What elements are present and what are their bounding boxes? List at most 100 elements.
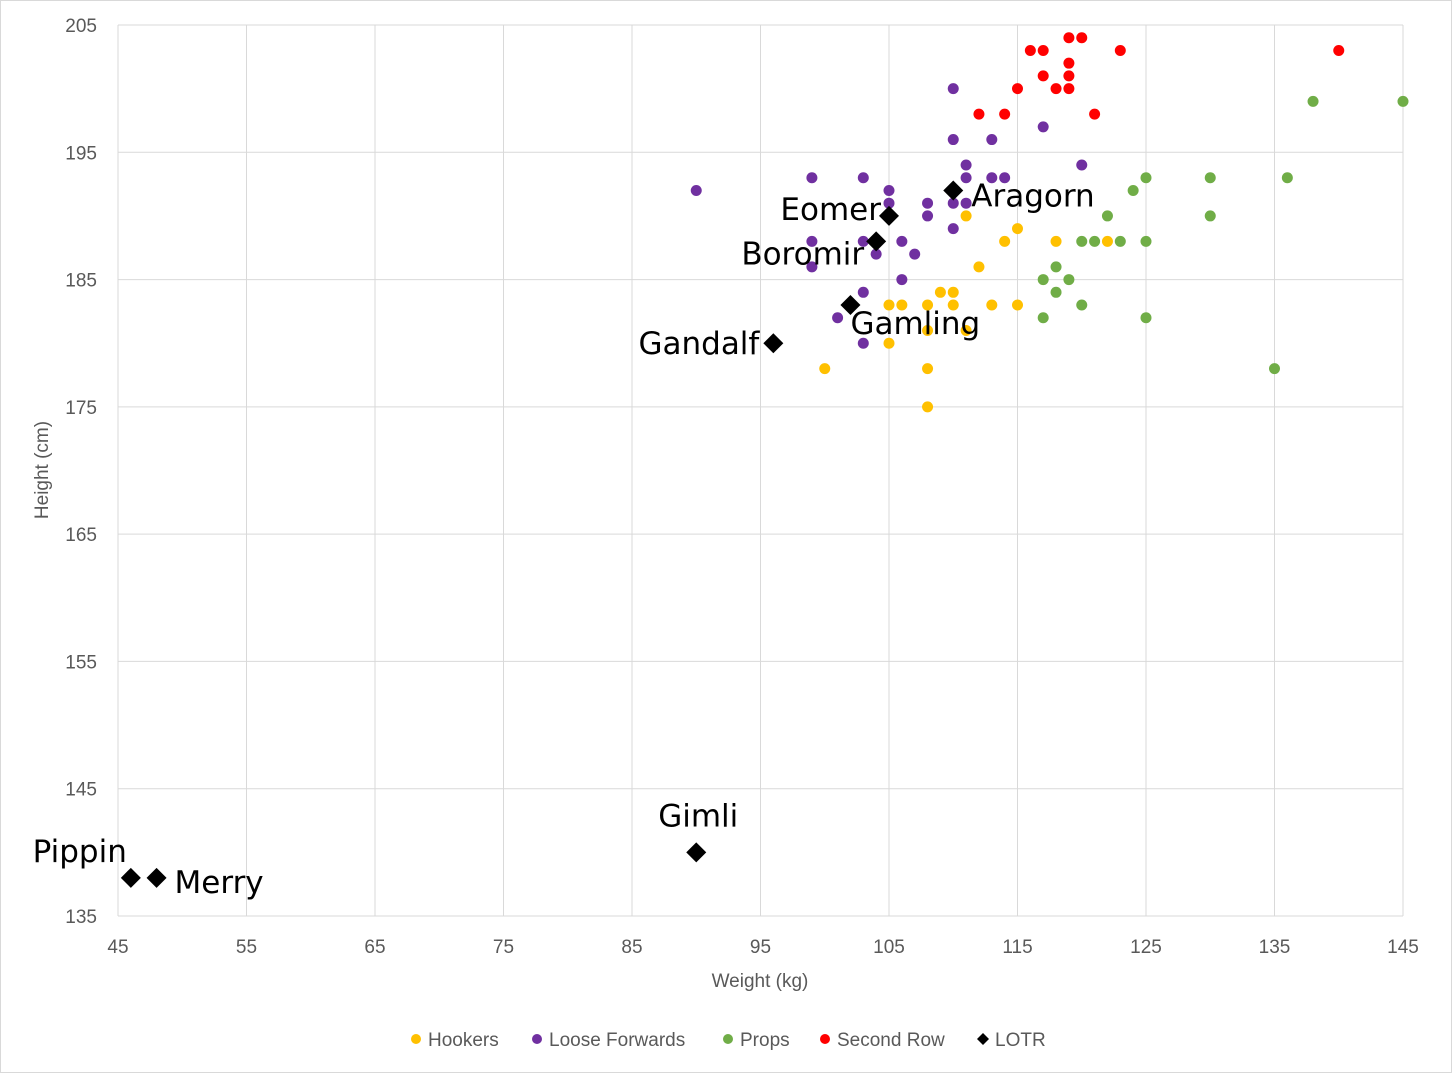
hookers-point [1050,235,1062,247]
x-tick-label: 55 [236,937,257,958]
loose-forwards-point [960,172,972,184]
y-tick-label: 185 [65,271,97,292]
legend: Hookers Loose Forwards Props Second Row LOTR [411,1030,1046,1051]
gridlines [117,24,1404,917]
loose-forwards-point [857,235,869,247]
lotr-label-merry: Merry [175,865,264,901]
props-point [1089,235,1101,247]
hookers-point [947,299,959,311]
x-tick-label: 85 [621,937,642,958]
lotr-label-pippin: Pippin [33,834,127,870]
loose-forwards-point [960,197,972,209]
data-points [120,32,1409,888]
x-tick-label: 125 [1130,937,1162,958]
legend-marker-lotr [977,1033,989,1045]
loose-forwards-point [806,235,818,247]
legend-marker-props [723,1034,733,1044]
loose-forwards-point [999,172,1011,184]
loose-forwards-point [909,248,921,260]
lotr-label-gamling: Gamling [850,306,980,342]
props-point [1397,95,1409,107]
props-point [1140,312,1152,324]
loose-forwards-point [947,223,959,235]
hookers-point [922,324,934,336]
loose-forwards-point [947,197,959,209]
hookers-point [960,324,972,336]
loose-forwards-point [857,172,869,184]
y-tick-label: 175 [65,398,97,419]
loose-forwards-point [947,83,959,95]
props-point [1204,172,1216,184]
props-point [1204,210,1216,222]
legend-marker-second-row [820,1034,830,1044]
hookers-point [1101,235,1113,247]
second-row-point [1037,44,1049,56]
lotr-point [866,231,887,252]
loose-forwards-point [883,197,895,209]
lotr-point [943,180,964,201]
loose-forwards-point [883,184,895,196]
hookers-point [896,299,908,311]
loose-forwards-point [806,261,818,273]
y-tick-label: 165 [65,525,97,546]
loose-forwards-point [857,286,869,298]
x-tick-label: 45 [107,937,128,958]
x-tick-label: 75 [493,937,514,958]
lotr-point [120,867,141,888]
loose-forwards-point [832,312,844,324]
hookers-point [1012,299,1023,311]
hookers-point [947,286,959,298]
hookers-point [922,363,934,375]
lotr-point [763,333,784,354]
y-tick-label: 205 [65,16,97,37]
hookers-point [922,401,934,413]
x-tick-label: 115 [1002,937,1032,958]
loose-forwards-point [896,235,908,247]
x-tick-label: 95 [750,937,771,958]
loose-forwards-point [857,337,869,349]
tick-labels: 45 55 65 75 85 95 105 115 125 135 145 135 145 155 165 1… [65,16,1419,958]
second-row-point [1063,57,1075,69]
second-row-point [1012,83,1023,95]
props-point [1050,286,1062,298]
second-row-point [1076,32,1088,44]
hookers-point [883,299,895,311]
y-tick-label: 195 [65,143,97,164]
lotr-point [146,867,167,888]
second-row-point [1037,70,1049,82]
props-point [1114,235,1126,247]
x-axis-title: Weight (kg) [712,971,809,992]
props-point [1050,261,1062,273]
props-point [1140,235,1152,247]
y-axis-title: Height (cm) [32,421,53,519]
props-point [1281,172,1293,184]
legend-label-second-row: Second Row [837,1030,945,1051]
lotr-label-gandalf: Gandalf [638,326,760,362]
loose-forwards-point [806,172,818,184]
y-tick-label: 135 [65,907,97,928]
lotr-label-aragorn: Aragorn [971,178,1094,214]
props-point [1269,363,1280,375]
props-point [1076,299,1088,311]
x-tick-label: 145 [1387,937,1419,958]
second-row-point [1063,83,1075,95]
legend-label-lotr: LOTR [995,1030,1046,1051]
hookers-point [973,261,985,273]
x-tick-label: 105 [873,937,905,958]
second-row-point [1089,108,1101,120]
loose-forwards-point [896,274,908,286]
loose-forwards-point [690,184,702,196]
lotr-point [686,842,707,863]
second-row-point [1333,44,1345,56]
loose-forwards-point [986,172,998,184]
second-row-point [1050,83,1062,95]
hookers-point [960,210,972,222]
props-point [1063,274,1075,286]
hookers-point [819,363,831,375]
hookers-point [934,286,946,298]
second-row-point [1063,70,1075,82]
legend-label-hookers: Hookers [428,1030,499,1051]
hookers-point [883,337,895,349]
lotr-label-eomer: Eomer [780,192,881,228]
lotr-label-boromir: Boromir [741,236,864,272]
